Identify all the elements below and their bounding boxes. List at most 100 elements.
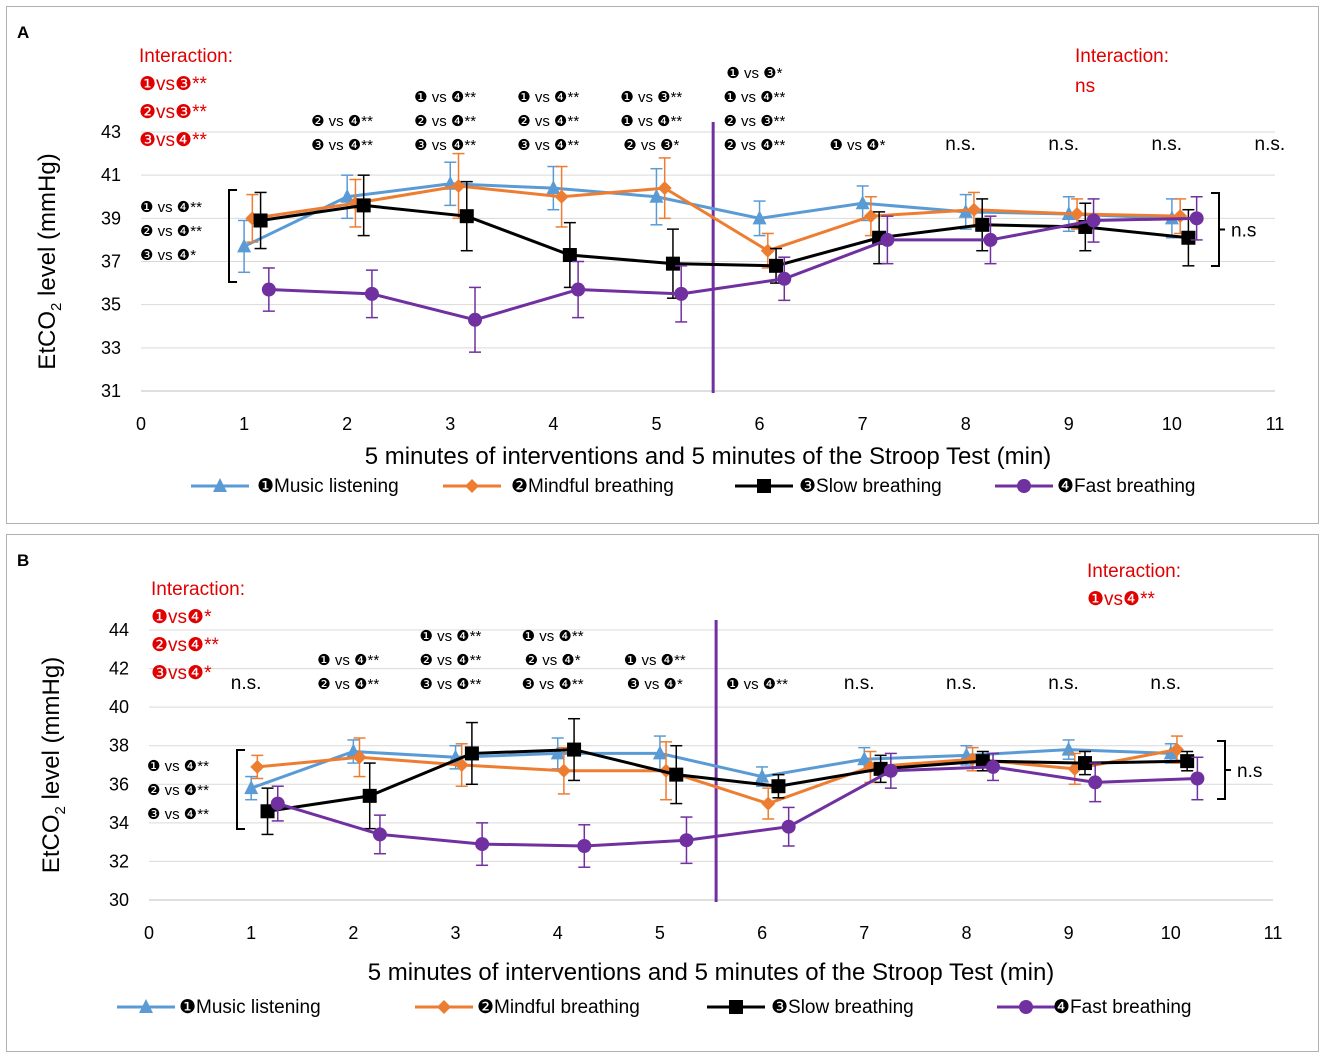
- series-line: [260, 203, 1189, 268]
- comparison-label: ❸ vs ❹*: [627, 676, 683, 693]
- data-point: [1070, 207, 1085, 222]
- x-tick-label: 1: [246, 923, 256, 943]
- data-point: [454, 758, 469, 772]
- y-axis-title: EtCO2 level (mmHg): [38, 657, 69, 873]
- left-bracket-label: ❷ vs ❹**: [140, 223, 202, 240]
- data-point: [1061, 741, 1076, 756]
- legend-marker: [465, 479, 479, 493]
- data-point: [352, 750, 367, 765]
- interaction-right-line: ❶vs❹**: [1087, 589, 1155, 610]
- data-point: [1181, 230, 1196, 245]
- legend-label: ❸Slow breathing: [771, 997, 914, 1018]
- comparison-label: ❷ vs ❹**: [723, 137, 785, 154]
- x-tick-label: 11: [1266, 414, 1285, 434]
- interaction-right-title: Interaction:: [1087, 561, 1181, 582]
- interaction-left-line: ❷vs❹**: [151, 635, 219, 656]
- comparison-label: ❷ vs ❹**: [311, 113, 373, 130]
- y-tick-label: 34: [109, 813, 129, 833]
- comparison-label: ❸ vs ❹**: [311, 137, 373, 154]
- data-point: [571, 282, 586, 297]
- x-axis-title: 5 minutes of interventions and 5 minutes…: [368, 959, 1055, 986]
- left-bracket-label: ❶ vs ❹**: [140, 199, 202, 216]
- legend-label: ❷Mindful breathing: [477, 997, 640, 1018]
- comparison-label: ❶ vs ❹**: [317, 652, 379, 669]
- right-bracket-label: n.s: [1237, 761, 1262, 782]
- data-point: [665, 256, 680, 271]
- series-3: [260, 717, 1195, 836]
- comparison-label: ❷ vs ❹**: [414, 113, 476, 130]
- interaction-left-line: ❶vs❹*: [151, 607, 212, 628]
- y-tick-label: 41: [101, 165, 121, 185]
- data-point: [245, 211, 260, 226]
- data-point: [562, 248, 577, 263]
- y-tick-label: 32: [109, 851, 129, 871]
- legend-label: ❹Fast breathing: [1053, 997, 1192, 1018]
- legend-item: ❶Music listening: [117, 997, 321, 1018]
- interaction-left-title: Interaction:: [139, 46, 233, 67]
- y-tick-label: 43: [101, 122, 121, 142]
- legend-label: ❶Music listening: [257, 476, 399, 497]
- y-tick-label: 31: [101, 381, 121, 401]
- comparison-label: ❶ vs ❸*: [726, 65, 782, 82]
- interaction-left-line: ❸vs❹*: [151, 663, 212, 684]
- comparison-label: ❶ vs ❹*: [829, 137, 885, 154]
- data-point: [250, 759, 265, 774]
- right-bracket: [1217, 740, 1231, 800]
- data-point: [546, 180, 561, 195]
- legend-item: ❸Slow breathing: [735, 476, 942, 497]
- y-tick-label: 42: [109, 659, 129, 679]
- comparison-label: ❶ vs ❹**: [726, 676, 788, 693]
- ns-label: n.s.: [1048, 134, 1079, 155]
- y-axis-title-part: level (mmHg): [34, 153, 61, 302]
- data-point: [1086, 213, 1101, 228]
- y-tick-label: 38: [109, 736, 129, 756]
- comparison-label: ❷ vs ❹**: [419, 652, 481, 669]
- data-point: [237, 238, 252, 253]
- data-point: [1190, 771, 1205, 786]
- series-4: [261, 196, 1204, 353]
- comparison-label: ❶ vs ❹**: [419, 628, 481, 645]
- y-axis-title: EtCO2 level (mmHg): [34, 153, 65, 369]
- data-point: [244, 780, 259, 795]
- legend-label: ❷Mindful breathing: [511, 476, 674, 497]
- data-point: [253, 213, 268, 228]
- x-tick-label: 0: [144, 923, 154, 943]
- data-point: [364, 286, 379, 301]
- comparison-label: ❶ vs ❹**: [624, 652, 686, 669]
- series-line: [252, 184, 1181, 253]
- data-point: [475, 837, 490, 852]
- data-point: [1077, 756, 1092, 771]
- data-point: [975, 217, 990, 232]
- panel-label: A: [17, 23, 30, 42]
- data-point: [556, 763, 571, 778]
- y-tick-label: 35: [101, 295, 121, 315]
- data-point: [340, 188, 355, 203]
- ns-label: n.s.: [1048, 673, 1079, 694]
- data-point: [1088, 775, 1103, 790]
- legend-item: ❹Fast breathing: [995, 476, 1196, 497]
- y-tick-label: 37: [101, 252, 121, 272]
- comparison-label: ❶ vs ❹**: [620, 113, 682, 130]
- ns-label: n.s.: [844, 673, 875, 694]
- ns-label: n.s.: [1151, 134, 1182, 155]
- left-bracket: [228, 189, 237, 283]
- data-point: [752, 210, 767, 225]
- x-tick-label: 7: [858, 414, 868, 434]
- x-tick-label: 1: [239, 414, 249, 434]
- data-point: [679, 833, 694, 848]
- comparison-label: ❶ vs ❹**: [414, 89, 476, 106]
- data-point: [261, 282, 276, 297]
- series-line: [268, 216, 1197, 322]
- legend-marker: [213, 478, 227, 492]
- left-bracket-label: ❶ vs ❹**: [147, 758, 209, 775]
- legend-marker: [757, 479, 771, 493]
- data-point: [771, 779, 786, 794]
- data-point: [857, 751, 872, 766]
- ns-label: n.s.: [1255, 134, 1286, 155]
- data-point: [652, 745, 667, 760]
- data-point: [550, 745, 565, 760]
- data-point: [468, 312, 483, 327]
- y-tick-label: 33: [101, 338, 121, 358]
- x-tick-label: 2: [348, 923, 358, 943]
